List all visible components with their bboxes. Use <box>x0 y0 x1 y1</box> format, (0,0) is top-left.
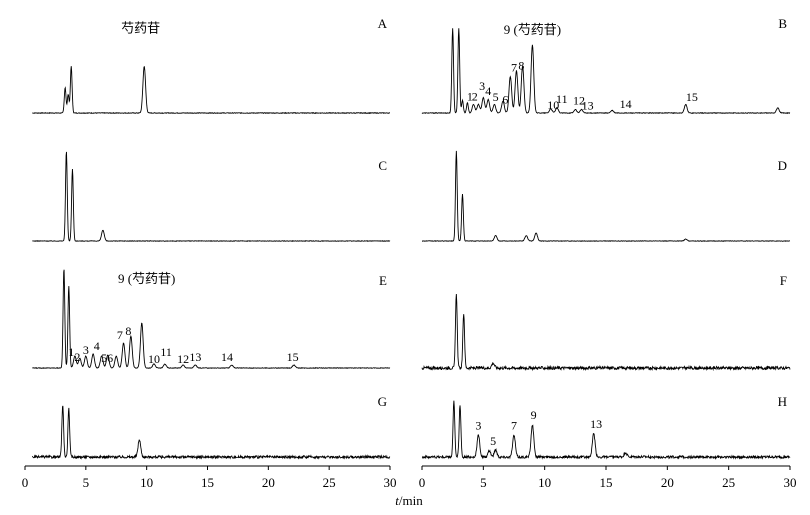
peak-label-E-2: 1 <box>68 345 74 359</box>
peak-label-B-2: 1 <box>467 89 473 103</box>
trace-B <box>421 28 791 115</box>
peak-point-H-2 <box>459 404 460 405</box>
x-tick-label-left-5: 25 <box>323 475 336 490</box>
trace-A <box>32 66 391 115</box>
panel-G: G <box>31 394 391 460</box>
trace-F <box>421 293 791 372</box>
peak-point-C-1 <box>66 150 67 151</box>
x-axis-label-italic: t <box>395 493 399 508</box>
trace-E <box>32 269 391 370</box>
peak-label-E-4: 3 <box>83 343 89 357</box>
peak-label-H-4: 9 <box>531 408 537 422</box>
peak-label-E-10: 10 <box>148 352 160 366</box>
x-tick-label-left-6: 30 <box>384 475 397 490</box>
peak-label-H-3: 7 <box>511 419 517 433</box>
peak-label-E-1: 9 (芍药苷) <box>118 271 175 286</box>
panel-C: C <box>32 150 391 242</box>
panel-label-H: H <box>778 394 787 409</box>
peak-label-B-6: 5 <box>493 90 499 104</box>
x-tick-label-right-2: 10 <box>538 475 551 490</box>
peak-label-E-5: 4 <box>94 339 100 353</box>
x-tick-label-left-1: 5 <box>83 475 90 490</box>
x-tick-label-left-2: 10 <box>140 475 153 490</box>
panel-label-E: E <box>379 273 387 288</box>
x-tick-label-right-6: 30 <box>784 475 797 490</box>
x-tick-label-left-3: 15 <box>201 475 214 490</box>
x-axis-label: t/min <box>395 493 423 508</box>
peak-label-B-9: 8 <box>518 59 524 73</box>
panel-label-D: D <box>778 158 787 173</box>
peak-label-E-9: 8 <box>125 324 131 338</box>
peak-label-H-5: 13 <box>590 417 602 431</box>
peak-label-E-11: 11 <box>160 345 172 359</box>
panel-label-A: A <box>378 16 388 31</box>
x-tick-label-right-4: 20 <box>661 475 674 490</box>
x-tick-label-right-1: 5 <box>480 475 487 490</box>
trace-H <box>421 400 791 460</box>
x-axis-label-unit: /min <box>399 493 423 508</box>
peak-label-E-3: 2 <box>74 350 80 364</box>
peak-label-E-12: 12 <box>177 352 189 366</box>
panel-H: H 35 79 13 <box>421 394 791 460</box>
trace-D <box>421 150 791 242</box>
peak-label-B-1: 9 (芍药苷) <box>504 22 561 37</box>
peak-label-B-13: 13 <box>582 99 594 113</box>
x-tick-label-right-3: 15 <box>600 475 613 490</box>
peak-label-E-8: 7 <box>117 328 123 342</box>
peak-label-E-13: 13 <box>189 350 201 364</box>
peak-label-B-8: 7 <box>511 60 517 74</box>
panel-E: E9 (芍药苷)1 2 3 45 67 810 11 12 13 14 15 <box>32 267 391 370</box>
peak-label-B-3: 2 <box>472 89 478 103</box>
peak-label-B-12: 12 <box>573 94 585 108</box>
peak-label-B-11: 11 <box>556 92 568 106</box>
peak-label-B-14: 14 <box>620 97 632 111</box>
peak-label-B-7: 6 <box>502 93 508 107</box>
peak-label-H-2: 5 <box>490 434 496 448</box>
x-tick-label-left-0: 0 <box>22 475 29 490</box>
peak-label-A-1: 芍药苷 <box>121 20 160 35</box>
x-tick-label-left-4: 20 <box>262 475 275 490</box>
peak-label-B-5: 4 <box>485 84 491 98</box>
peak-point-F-2 <box>463 312 464 313</box>
peak-label-E-15: 15 <box>287 350 299 364</box>
panel-label-B: B <box>778 16 787 31</box>
x-tick-label-right-0: 0 <box>419 475 426 490</box>
peak-point-F-1 <box>456 292 457 293</box>
peak-label-H-1: 3 <box>475 419 481 433</box>
peak-label-E-7: 6 <box>107 351 113 365</box>
x-tick-label-right-5: 25 <box>722 475 735 490</box>
panel-A: A 芍药苷 <box>32 16 391 115</box>
panel-label-C: C <box>378 158 387 173</box>
peak-label-B-4: 3 <box>479 79 485 93</box>
peak-point-G-1 <box>62 404 63 405</box>
peak-point-E-1 <box>63 267 64 268</box>
peak-label-E-6: 5 <box>101 351 107 365</box>
peak-label-E-14: 14 <box>221 350 233 364</box>
trace-G <box>31 405 391 460</box>
panel-label-G: G <box>378 394 387 409</box>
panel-F: F <box>421 273 791 372</box>
panel-label-F: F <box>780 273 787 288</box>
trace-C <box>32 151 391 242</box>
peak-label-B-10: 10 <box>547 98 559 112</box>
x-ticks-layer: 0 5 10 15 20 25 30 0 5 10 15 20 25 30 <box>22 466 797 490</box>
panel-D: D <box>421 150 791 242</box>
peak-label-B-15: 15 <box>686 90 698 104</box>
